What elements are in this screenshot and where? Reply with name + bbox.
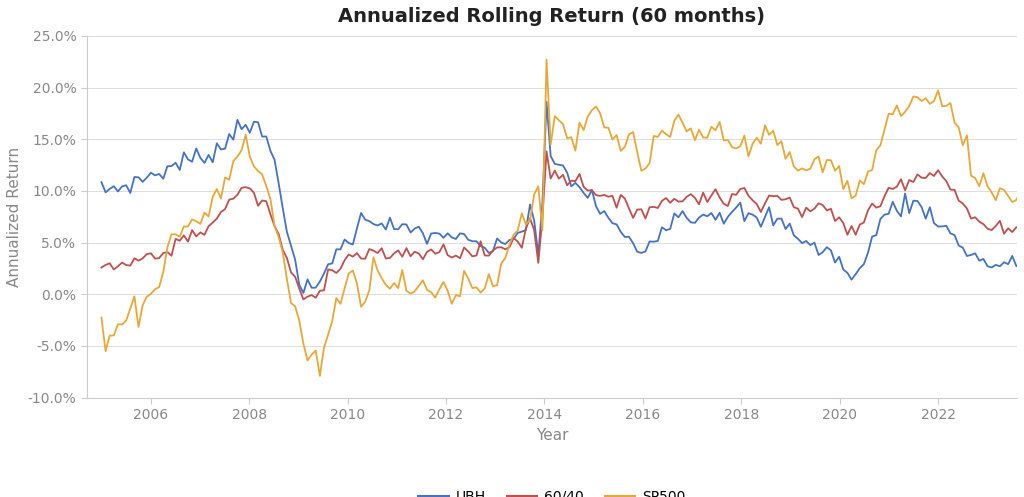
SP500 [95,315,108,321]
Line: UBH: UBH [101,102,1021,293]
UBH [673,214,685,220]
Line: SP500: SP500 [101,60,1021,376]
SP500 [1015,188,1024,194]
UBH [297,290,309,296]
UBH [178,150,190,156]
SP500 [313,373,326,379]
60/40 [541,149,553,155]
Legend: UBH, 60/40, SP500: UBH, 60/40, SP500 [413,484,691,497]
UBH [95,179,108,185]
60/40 [297,296,309,302]
SP500 [165,231,177,237]
60/40 [673,199,685,205]
60/40 [178,233,190,239]
SP500 [541,57,553,63]
SP500 [997,187,1010,193]
Title: Annualized Rolling Return (60 months): Annualized Rolling Return (60 months) [338,7,765,26]
60/40 [997,231,1010,237]
Line: 60/40: 60/40 [101,152,1021,299]
60/40 [165,253,177,259]
60/40 [594,193,606,199]
SP500 [297,340,309,346]
UBH [165,163,177,169]
60/40 [95,264,108,270]
60/40 [1015,225,1024,231]
SP500 [594,110,606,116]
60/40 [301,294,313,300]
UBH [301,276,313,282]
SP500 [673,112,685,118]
SP500 [178,224,190,230]
UBH [997,259,1010,265]
UBH [541,99,553,105]
UBH [1015,263,1024,269]
UBH [594,211,606,217]
Y-axis label: Annualized Return: Annualized Return [7,147,22,287]
X-axis label: Year: Year [536,427,568,442]
